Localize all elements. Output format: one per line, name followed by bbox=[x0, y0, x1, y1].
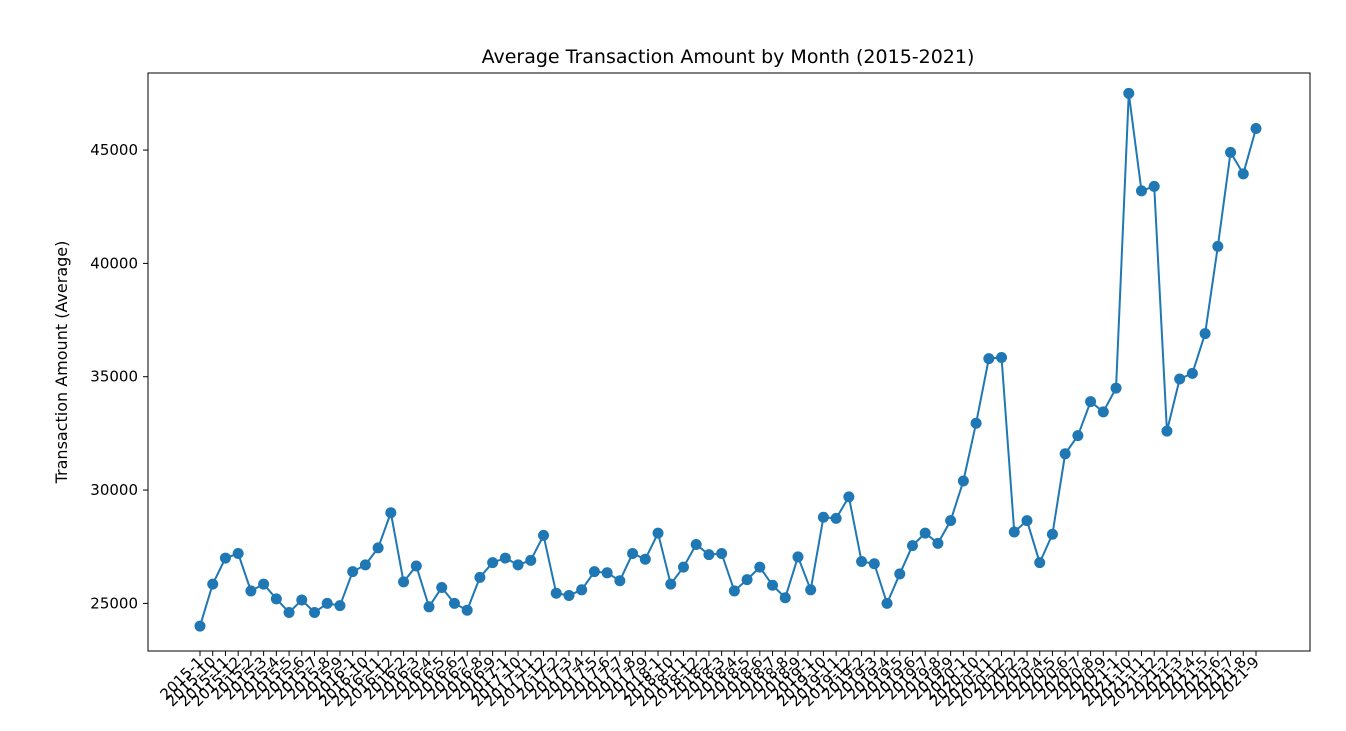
data-point bbox=[1110, 382, 1122, 394]
data-point bbox=[1097, 406, 1109, 418]
data-point bbox=[309, 606, 321, 618]
data-point bbox=[996, 351, 1008, 363]
data-point bbox=[270, 593, 282, 605]
data-point bbox=[1059, 448, 1071, 460]
data-point bbox=[232, 548, 244, 560]
data-point bbox=[627, 548, 639, 560]
data-point bbox=[1008, 526, 1020, 538]
data-point bbox=[461, 604, 473, 616]
data-point bbox=[538, 529, 550, 541]
data-point bbox=[894, 568, 906, 580]
data-point bbox=[1161, 425, 1173, 437]
data-point bbox=[245, 585, 257, 597]
data-point bbox=[945, 515, 957, 527]
x-axis-ticks: 2015-12015-102015-112015-122015-22015-32… bbox=[157, 651, 1263, 710]
data-point bbox=[1186, 367, 1198, 379]
data-point bbox=[983, 353, 995, 365]
data-point bbox=[665, 578, 677, 590]
data-point bbox=[690, 538, 702, 550]
data-point bbox=[207, 578, 219, 590]
data-point bbox=[525, 554, 537, 566]
data-point bbox=[957, 475, 969, 487]
data-point bbox=[754, 561, 766, 573]
data-point bbox=[741, 574, 753, 586]
data-point bbox=[728, 585, 740, 597]
data-point bbox=[1021, 515, 1033, 527]
y-tick-label: 30000 bbox=[90, 481, 138, 499]
data-point bbox=[334, 600, 346, 612]
data-point bbox=[703, 549, 715, 561]
data-point bbox=[792, 551, 804, 563]
y-axis-ticks: 25000 30000 35000 40000 45000 bbox=[90, 141, 148, 612]
data-point bbox=[550, 587, 562, 599]
data-point bbox=[767, 579, 779, 591]
data-point bbox=[716, 548, 728, 560]
y-tick-label: 40000 bbox=[90, 254, 138, 272]
data-point bbox=[219, 552, 231, 564]
data-point bbox=[194, 620, 206, 632]
data-point bbox=[296, 594, 308, 606]
data-point bbox=[779, 592, 791, 604]
data-point bbox=[487, 557, 499, 569]
series-points bbox=[194, 87, 1262, 632]
data-point bbox=[1225, 146, 1237, 158]
data-point bbox=[398, 576, 410, 588]
data-point bbox=[512, 559, 524, 571]
data-point bbox=[1174, 373, 1186, 385]
data-point bbox=[881, 597, 893, 609]
data-point bbox=[856, 555, 868, 567]
data-point bbox=[436, 582, 448, 594]
data-point bbox=[359, 559, 371, 571]
data-point bbox=[499, 552, 511, 564]
data-point bbox=[448, 597, 460, 609]
y-tick-label: 25000 bbox=[90, 594, 138, 612]
y-tick-label: 35000 bbox=[90, 368, 138, 386]
series-line bbox=[199, 93, 1257, 627]
plot-area-frame bbox=[147, 72, 1311, 652]
chart-title: Average Transaction Amount by Month (201… bbox=[482, 46, 975, 68]
data-point bbox=[372, 542, 384, 554]
data-point bbox=[1148, 180, 1160, 192]
data-point bbox=[1123, 87, 1135, 99]
data-point bbox=[410, 560, 422, 572]
data-point bbox=[652, 527, 664, 539]
data-point bbox=[1237, 168, 1249, 180]
data-point bbox=[1135, 185, 1147, 197]
data-point bbox=[423, 601, 435, 613]
data-point bbox=[868, 558, 880, 570]
data-point bbox=[1034, 557, 1046, 569]
data-point bbox=[1199, 328, 1211, 340]
data-point bbox=[474, 571, 486, 583]
data-point bbox=[1212, 240, 1224, 252]
data-point bbox=[932, 537, 944, 549]
data-point bbox=[970, 417, 982, 429]
data-point bbox=[817, 511, 829, 523]
y-axis-label: Transaction Amount (Average) bbox=[52, 241, 71, 485]
data-point bbox=[347, 566, 359, 578]
data-point bbox=[805, 584, 817, 596]
data-point bbox=[258, 578, 270, 590]
data-point bbox=[639, 553, 651, 565]
data-point bbox=[576, 584, 588, 596]
data-point bbox=[919, 527, 931, 539]
data-point bbox=[283, 606, 295, 618]
y-tick-label: 45000 bbox=[90, 141, 138, 159]
data-point bbox=[563, 589, 575, 601]
data-point bbox=[1046, 528, 1058, 540]
data-point bbox=[1085, 396, 1097, 408]
data-point bbox=[830, 512, 842, 524]
data-point bbox=[614, 575, 626, 587]
data-point bbox=[843, 491, 855, 503]
data-point bbox=[588, 566, 600, 578]
data-point bbox=[601, 567, 613, 579]
data-point bbox=[677, 561, 689, 573]
data-point bbox=[321, 597, 333, 609]
data-point bbox=[1250, 123, 1262, 135]
data-point bbox=[385, 507, 397, 519]
data-point bbox=[1072, 430, 1084, 442]
data-point bbox=[906, 540, 918, 552]
